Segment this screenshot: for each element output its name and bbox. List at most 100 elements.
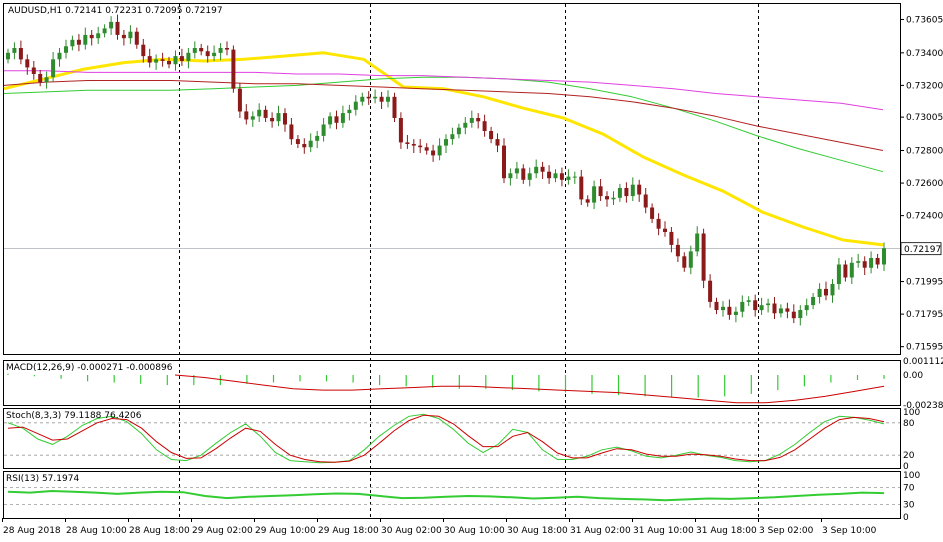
candle-bull <box>257 109 262 117</box>
x-tick-label: 28 Aug 2018 <box>3 526 61 536</box>
macd-pane-frame <box>3 360 901 406</box>
candle-bull <box>882 248 886 265</box>
rsi-title: RSI(13) 57.1974 <box>6 474 79 484</box>
stoch-tick-label: 80 <box>903 419 915 429</box>
macd-signal-line <box>174 374 885 404</box>
price-tick-label: 0.73605 <box>906 16 943 26</box>
current-price-box <box>900 242 942 256</box>
candle-bear <box>405 142 410 144</box>
x-tick-label: 31 Aug 02:00 <box>570 526 631 536</box>
candle-bear <box>476 118 481 122</box>
candle-bear <box>334 116 339 123</box>
candle-bull <box>566 176 571 180</box>
candle-bear <box>579 176 584 200</box>
candle-bull <box>64 46 68 53</box>
candle-bull <box>308 140 313 148</box>
candle-bull <box>102 28 107 34</box>
candle-bear <box>366 96 371 99</box>
rsi-series <box>4 487 900 505</box>
candle-bull <box>869 258 874 268</box>
candle-bear <box>791 311 796 319</box>
price-tick-label: 0.71595 <box>906 343 943 353</box>
candle-bull <box>386 96 390 102</box>
candle-bull <box>811 297 816 306</box>
candle-bull <box>553 173 558 179</box>
candle-bear <box>76 39 81 45</box>
stoch-series <box>4 413 900 464</box>
candle-bear <box>785 308 790 312</box>
candle-bear <box>637 184 642 195</box>
candle-bull <box>44 77 49 83</box>
price-series <box>3 14 900 326</box>
candle-bear <box>708 280 713 302</box>
candle-bear <box>656 218 661 229</box>
candle-bull <box>450 134 455 140</box>
candle-bear <box>134 31 139 45</box>
candle-bull <box>592 186 597 203</box>
ma-magenta-line <box>4 70 884 111</box>
x-tick-label: 31 Aug 10:00 <box>633 526 694 536</box>
stoch-tick-label: 0 <box>903 462 909 472</box>
x-tick-label: 29 Aug 10:00 <box>255 526 316 536</box>
candle-bear <box>559 173 564 180</box>
macd-tick-label: -0.002384 <box>903 401 943 411</box>
macd-tick-label: 0.00 <box>903 371 923 381</box>
candle-bull <box>360 96 365 102</box>
ma-red-line <box>3 80 884 151</box>
x-tick-label: 28 Aug 10:00 <box>66 526 127 536</box>
candle-bull <box>572 176 577 178</box>
candle-bear <box>598 186 603 197</box>
candle-bear <box>295 139 300 144</box>
candle-bear <box>31 67 36 74</box>
candle-bull <box>508 173 513 179</box>
candle-bear <box>643 194 648 208</box>
candle-bear <box>18 48 23 60</box>
candle-bear <box>25 59 30 68</box>
candle-bull <box>109 21 114 29</box>
x-tick-label: 31 Aug 18:00 <box>696 526 757 536</box>
candle-bear <box>237 88 242 112</box>
stoch-tick-label: 100 <box>903 408 920 418</box>
candle-bear <box>38 74 43 83</box>
candle-bear <box>121 34 126 39</box>
candle-bear <box>482 121 487 131</box>
candle-bear <box>727 306 732 315</box>
candle-bear <box>205 51 210 57</box>
candle-bull <box>721 306 725 311</box>
candle-bear <box>624 188 629 197</box>
price-tick-label: 0.71795 <box>906 310 943 320</box>
candle-bull <box>514 168 519 174</box>
candle-bull <box>836 264 841 284</box>
candle-bull <box>70 39 75 47</box>
candle-bull <box>733 311 738 315</box>
candle-bull <box>347 109 352 114</box>
price-pane-frame <box>3 3 901 355</box>
candle-bull <box>444 139 448 146</box>
candle-bull <box>192 48 197 53</box>
x-tick-label: 3 Sep 10:00 <box>822 526 877 536</box>
price-tick-label: 0.73200 <box>906 81 943 91</box>
rsi-tick-label: 0 <box>903 513 909 523</box>
ma-green-line <box>3 76 884 173</box>
vertical-grid <box>179 4 759 518</box>
candle-bull <box>276 113 281 122</box>
candle-bull <box>6 52 10 60</box>
candle-bull <box>321 124 326 136</box>
candle-bear <box>772 303 777 314</box>
candle-bull <box>766 303 771 306</box>
candle-bull <box>51 59 56 78</box>
candle-bear <box>875 258 880 265</box>
candle-bear <box>167 61 171 65</box>
price-tick-label: 0.72800 <box>906 147 943 157</box>
candle-bear <box>521 168 526 180</box>
candle-bear <box>605 196 609 200</box>
candle-bear <box>244 111 249 120</box>
candle-bear <box>179 56 184 61</box>
candle-bear <box>669 231 674 245</box>
rsi-tick-label: 100 <box>903 471 920 481</box>
candle-bull <box>617 188 622 198</box>
candle-bear <box>263 109 268 118</box>
candle-bull <box>759 305 764 311</box>
rsi-tick-label: 30 <box>903 500 915 510</box>
